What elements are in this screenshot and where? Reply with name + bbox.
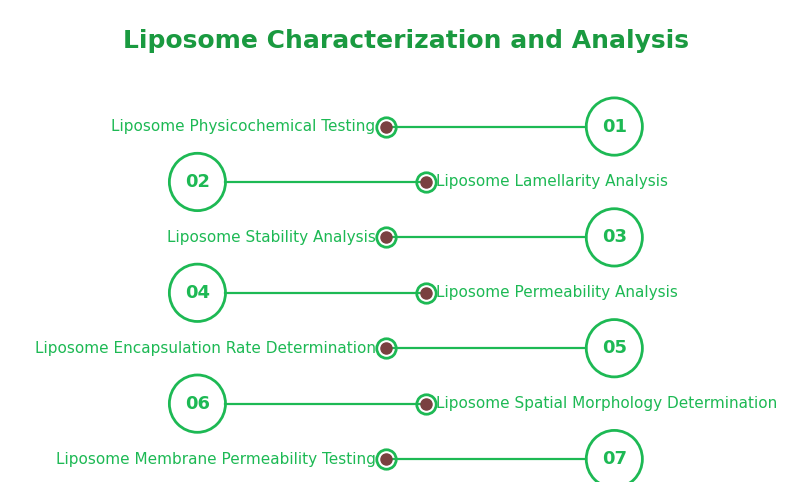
Text: Liposome Lamellarity Analysis: Liposome Lamellarity Analysis <box>436 174 667 189</box>
Text: 04: 04 <box>185 284 210 302</box>
Text: Liposome Stability Analysis: Liposome Stability Analysis <box>166 230 375 245</box>
Text: Liposome Physicochemical Testing: Liposome Physicochemical Testing <box>111 119 375 134</box>
Text: Liposome Encapsulation Rate Determination: Liposome Encapsulation Rate Determinatio… <box>35 341 375 356</box>
Text: 06: 06 <box>185 395 210 413</box>
Text: 01: 01 <box>601 117 626 136</box>
Text: 07: 07 <box>601 450 626 468</box>
Text: 02: 02 <box>185 173 210 191</box>
Text: 03: 03 <box>601 229 626 247</box>
Text: Liposome Membrane Permeability Testing: Liposome Membrane Permeability Testing <box>56 452 375 467</box>
Text: Liposome Characterization and Analysis: Liposome Characterization and Analysis <box>122 29 688 53</box>
Text: Liposome Spatial Morphology Determination: Liposome Spatial Morphology Determinatio… <box>436 396 776 411</box>
Text: 05: 05 <box>601 339 626 357</box>
Text: Liposome Permeability Analysis: Liposome Permeability Analysis <box>436 285 677 300</box>
